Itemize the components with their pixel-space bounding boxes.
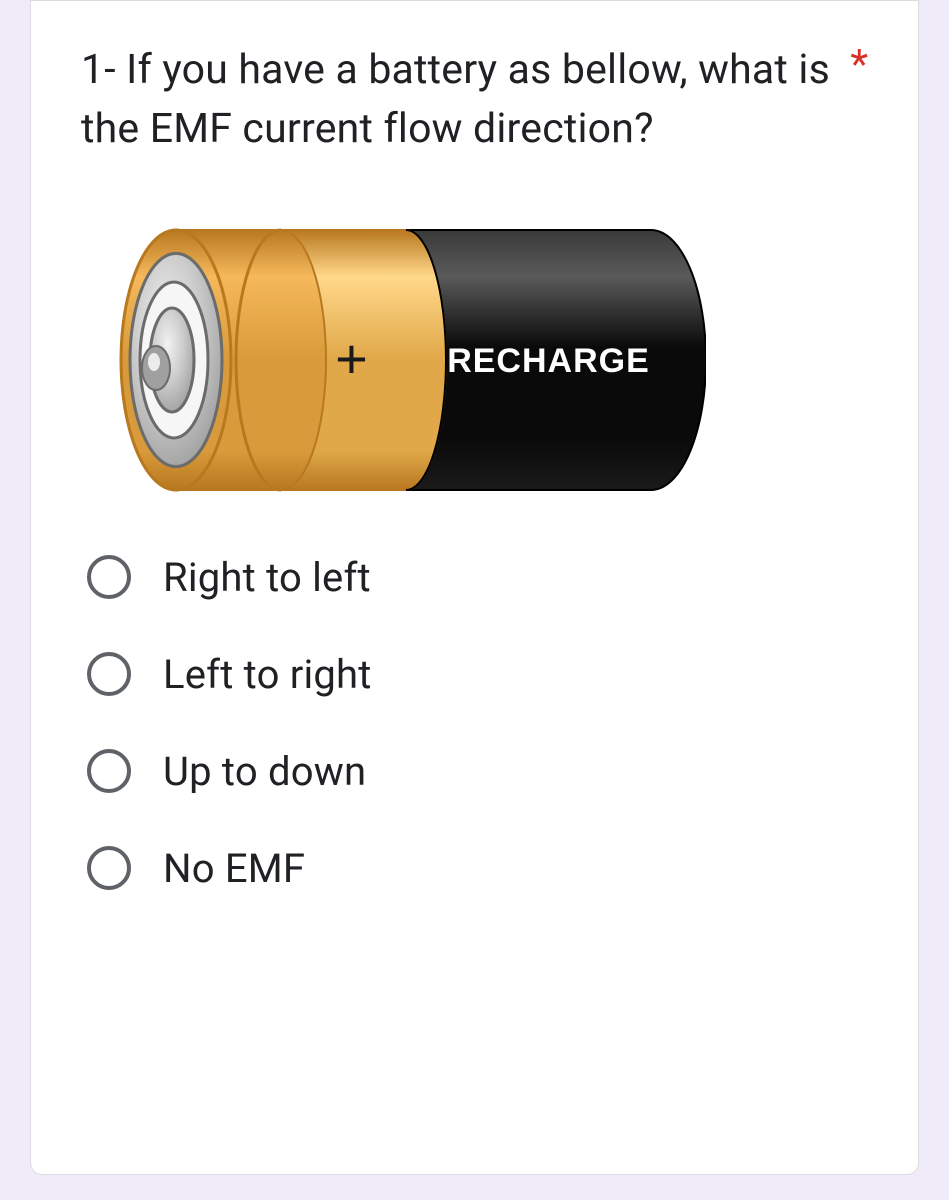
option-left-to-right[interactable]: Left to right (87, 651, 868, 698)
question-row: 1- If you have a battery as bellow, what… (81, 41, 868, 160)
svg-text:RECHARGE: RECHARGE (447, 342, 650, 380)
option-label: No EMF (163, 845, 305, 892)
radio-icon (87, 555, 131, 599)
battery-image: + RECHARGE (81, 215, 868, 509)
option-label: Up to down (163, 748, 366, 795)
radio-icon (87, 846, 131, 890)
option-label: Right to left (163, 554, 371, 601)
required-asterisk: * (850, 41, 868, 89)
option-right-to-left[interactable]: Right to left (87, 554, 868, 601)
options-group: Right to left Left to right Up to down N… (81, 554, 868, 892)
option-up-to-down[interactable]: Up to down (87, 748, 868, 795)
radio-icon (87, 652, 131, 696)
option-label: Left to right (163, 651, 372, 698)
question-text: 1- If you have a battery as bellow, what… (81, 41, 846, 160)
radio-icon (87, 749, 131, 793)
question-card: 1- If you have a battery as bellow, what… (30, 0, 919, 1175)
option-no-emf[interactable]: No EMF (87, 845, 868, 892)
svg-text:+: + (335, 327, 368, 390)
battery-icon: + RECHARGE (96, 215, 706, 505)
